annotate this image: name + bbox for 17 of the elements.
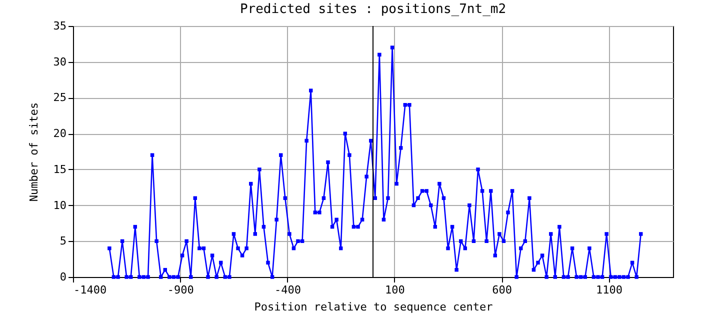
x-tick-label: 1100 bbox=[596, 284, 622, 296]
x-tick-label: 600 bbox=[492, 284, 512, 296]
y-tick-label: 25 bbox=[53, 91, 66, 104]
x-axis-title: Position relative to sequence center bbox=[254, 300, 494, 314]
chart-title: Predicted sites : positions_7nt_m2 bbox=[240, 2, 506, 17]
y-tick-label: 35 bbox=[53, 20, 66, 32]
x-tick-label: -1400 bbox=[74, 284, 107, 296]
y-tick-label: 15 bbox=[53, 162, 66, 176]
y-axis-title: Number of sites bbox=[27, 102, 40, 202]
x-tick-label: -900 bbox=[167, 284, 194, 296]
y-tick-label: 20 bbox=[53, 127, 66, 140]
x-tick-label: -400 bbox=[274, 284, 302, 296]
y-tick-label: 30 bbox=[53, 55, 66, 68]
x-tick-label: 100 bbox=[384, 284, 405, 296]
y-tick-label: 0 bbox=[60, 270, 66, 284]
y-tick-label: 5 bbox=[60, 234, 66, 248]
y-tick-label: 10 bbox=[53, 198, 66, 212]
